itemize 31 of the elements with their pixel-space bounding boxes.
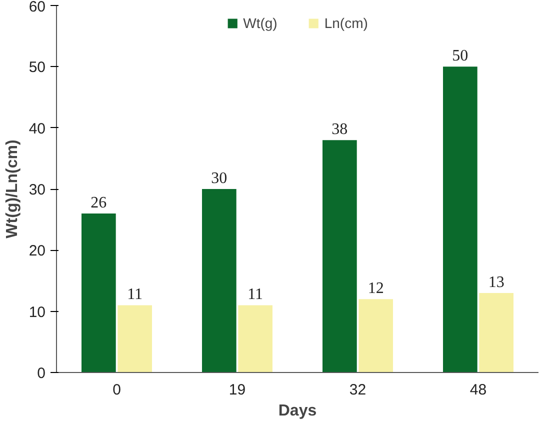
data-label: 38 [332,121,348,138]
bar [118,305,152,372]
y-tick-label: 40 [28,120,46,138]
data-label: 12 [368,280,384,298]
legend-label: Ln(cm) [324,15,368,31]
data-label: 11 [248,286,264,304]
y-tick-label: 30 [28,182,46,198]
bar [202,189,236,372]
y-tick-label: 0 [37,365,46,382]
bar [238,305,272,372]
bar [358,299,393,372]
x-axis-title: Days [278,402,317,420]
x-tick-label: 19 [228,382,246,398]
data-label: 50 [452,48,468,65]
x-tick-label: 32 [349,382,366,398]
y-tick-label: 20 [28,242,46,260]
bar [322,140,357,372]
x-tick-label: 48 [470,382,487,398]
y-tick-label: 50 [28,59,46,76]
data-label: 13 [488,274,504,291]
bar [443,66,478,372]
x-tick-label: 0 [112,382,121,398]
y-tick-label: 10 [28,304,46,321]
y-axis-title: Wt(g)/Ln(cm) [4,140,21,238]
data-label: 26 [90,194,107,212]
data-label: 30 [211,170,228,187]
data-label: 11 [127,286,143,304]
legend-label: Wt(g) [243,15,278,31]
bar [82,213,116,372]
y-tick-label: 60 [28,0,46,16]
bar [479,292,514,372]
